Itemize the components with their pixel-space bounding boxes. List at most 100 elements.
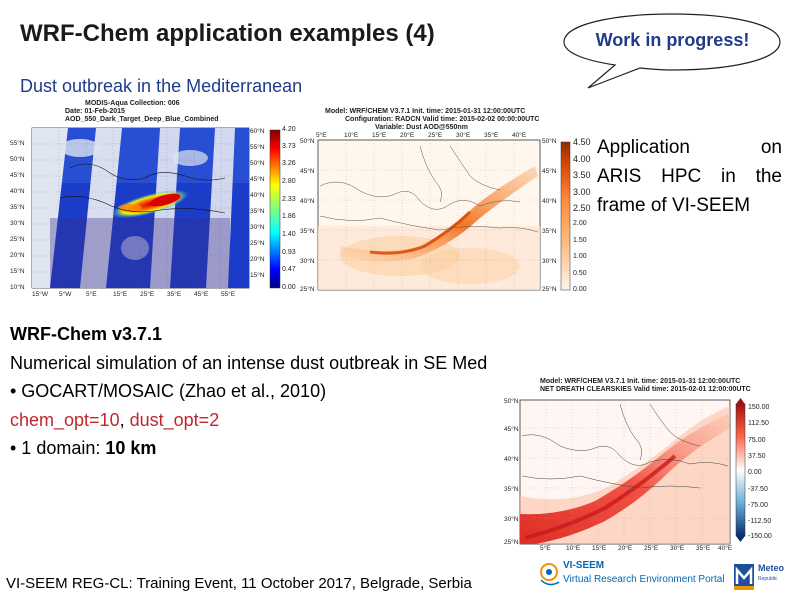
modis-lat-tick: 40°N xyxy=(10,188,25,195)
modis-lat-tick: 30°N xyxy=(10,220,25,227)
modis-lat-tick: 15°N xyxy=(10,268,25,275)
modis-lon-tick: 25°E xyxy=(140,291,155,298)
vi-seem-tagline: Virtual Research Environment Portal xyxy=(563,574,725,585)
modis-colorbar-tick: 0.93 xyxy=(282,249,296,256)
wrf-header-2: Configuration: RADCN Valid time: 2015-02… xyxy=(345,116,540,123)
modis-colorbar-tick: 4.20 xyxy=(282,126,296,133)
footer-text: VI-SEEM REG-CL: Training Event, 11 Octob… xyxy=(6,575,472,592)
flux-lon-tick: 10°E xyxy=(566,545,581,552)
speech-bubble-shape xyxy=(563,13,781,89)
flux-header-2: NET DREATH CLEARSKIES Valid time: 2015-0… xyxy=(540,386,751,393)
wrf-lon-tick: 35°E xyxy=(484,132,499,139)
modis-header-1: MODIS-Aqua Collection: 006 xyxy=(85,100,180,107)
wrf-flux-map: Model: WRF/CHEM V3.7.1 Init. time: 2015-… xyxy=(480,376,785,554)
modis-header-2: Date: 01-Feb-2015 xyxy=(65,108,125,115)
modis-lat-tick-right: 55°N xyxy=(250,144,265,151)
modis-header-3: AOD_550_Dark_Target_Deep_Blue_Combined xyxy=(65,116,219,123)
modis-lat-tick: 25°N xyxy=(10,236,25,243)
wrf-colorbar-tick: 1.50 xyxy=(573,237,587,244)
wrf-lon-tick: 30°E xyxy=(456,132,471,139)
wrf-colorbar-tick: 3.50 xyxy=(573,170,591,180)
modis-lat-tick: 35°N xyxy=(10,204,25,211)
flux-colorbar-tick: 150.00 xyxy=(748,404,770,411)
meteo-sub: Republic xyxy=(758,576,778,582)
flux-lat-tick: 30°N xyxy=(504,516,519,523)
flux-lat-tick: 50°N xyxy=(504,398,519,405)
wrf-header-3: Variable: Dust AOD@550nm xyxy=(375,124,468,131)
dust-opt: dust_opt=2 xyxy=(129,409,220,430)
meteo-logo: Meteo Republic xyxy=(734,562,790,592)
modis-colorbar-tick: 1.86 xyxy=(282,213,296,220)
simulation-description: Numerical simulation of an intense dust … xyxy=(10,352,488,373)
modis-colorbar-tick: 2.80 xyxy=(282,178,296,185)
chem-options: chem_opt=10, dust_opt=2 xyxy=(10,406,487,435)
modis-lon-tick: 15°E xyxy=(113,291,128,298)
modis-lon-tick: 35°E xyxy=(167,291,182,298)
application-line-1: Application on xyxy=(597,137,782,158)
wrf-lon-tick: 25°E xyxy=(428,132,443,139)
option-separator: , xyxy=(119,409,125,430)
modis-lat-tick-right: 45°N xyxy=(250,176,265,183)
flux-lon-tick: 25°E xyxy=(644,545,659,552)
flux-colorbar-tick: 0.00 xyxy=(748,469,762,476)
wrf-lat-tick: 50°N xyxy=(300,138,315,145)
flux-colorbar-tick: 112.50 xyxy=(748,420,769,427)
flux-colorbar-tick: -75.00 xyxy=(748,502,768,509)
modis-lon-tick: 15°W xyxy=(32,291,48,298)
wrf-header-1: Model: WRF/CHEM V3.7.1 Init. time: 2015-… xyxy=(325,108,526,115)
modis-colorbar-tick: 1.40 xyxy=(282,231,296,238)
wrf-dust-aod-map: Model: WRF/CHEM V3.7.1 Init. time: 2015-… xyxy=(300,106,595,298)
modis-lon-tick: 45°E xyxy=(194,291,209,298)
modis-colorbar-tick: 2.33 xyxy=(282,196,296,203)
wrf-colorbar-tick: 0.00 xyxy=(573,286,587,293)
flux-lon-tick: 40°E xyxy=(718,545,733,552)
meteo-logo-mark xyxy=(734,564,754,590)
flux-map-graphic xyxy=(519,398,746,545)
modis-lon-tick: 55°E xyxy=(221,291,236,298)
wrf-lat-tick: 30°N xyxy=(300,258,315,265)
modis-lat-tick-right: 25°N xyxy=(250,240,265,247)
modis-lat-tick: 45°N xyxy=(10,172,25,179)
flux-lon-tick: 15°E xyxy=(592,545,607,552)
modis-colorbar-tick: 0.00 xyxy=(282,284,296,291)
modis-lat-tick-right: 30°N xyxy=(250,224,265,231)
wrf-lat-tick-right: 50°N xyxy=(542,138,557,145)
flux-header-1: Model: WRF/CHEM V3.7.1 Init. time: 2015-… xyxy=(540,378,741,385)
speech-bubble: Work in progress! xyxy=(560,10,785,90)
wrf-lon-tick: 15°E xyxy=(372,132,387,139)
bullet-gocart: • GOCART/MOSAIC (Zhao et al., 2010) xyxy=(10,381,327,401)
application-line-3: frame of VI-SEEM xyxy=(597,195,751,216)
wrf-colorbar-tick: 1.00 xyxy=(573,253,587,260)
modis-lat-tick-right: 50°N xyxy=(250,160,265,167)
flux-lon-tick: 35°E xyxy=(696,545,711,552)
modis-colorbar-tick: 3.26 xyxy=(282,160,296,167)
wrf-lat-tick: 35°N xyxy=(300,228,315,235)
modis-lat-tick-right: 60°N xyxy=(250,128,265,135)
wrf-map-graphic xyxy=(317,139,571,291)
wrf-lon-tick: 40°E xyxy=(512,132,527,139)
domain-label: • 1 domain: xyxy=(10,438,106,458)
wrf-colorbar-tick: 3.00 xyxy=(573,187,591,197)
application-line-2: ARIS HPC in the xyxy=(597,166,782,187)
wrf-lat-tick-right: 30°N xyxy=(542,258,557,265)
modis-lat-tick: 55°N xyxy=(10,140,25,147)
vi-seem-logo-mark xyxy=(540,563,560,586)
wrf-lon-tick: 5°E xyxy=(316,132,327,139)
wrf-lat-tick: 45°N xyxy=(300,168,315,175)
modis-lat-tick: 10°N xyxy=(10,284,25,291)
wrf-colorbar-tick: 2.00 xyxy=(573,220,587,227)
flux-colorbar-tick: -150.00 xyxy=(748,533,772,540)
flux-lon-tick: 30°E xyxy=(670,545,685,552)
wrf-lat-tick: 40°N xyxy=(300,198,315,205)
flux-colorbar-tick: 75.00 xyxy=(748,437,766,444)
modis-colorbar-tick: 3.73 xyxy=(282,143,296,150)
modis-colorbar-tick: 0.47 xyxy=(282,266,296,273)
modis-map-graphic xyxy=(31,127,281,289)
flux-lon-tick: 20°E xyxy=(618,545,633,552)
bubble-text: Work in progress! xyxy=(595,30,750,50)
meteo-name: Meteo xyxy=(758,563,785,573)
application-text: Application on ARIS HPC in the frame of … xyxy=(597,133,782,220)
wrf-lat-tick-right: 35°N xyxy=(542,228,557,235)
wrf-lat-tick-right: 25°N xyxy=(542,286,557,293)
slide-title: WRF-Chem application examples (4) xyxy=(20,20,435,47)
